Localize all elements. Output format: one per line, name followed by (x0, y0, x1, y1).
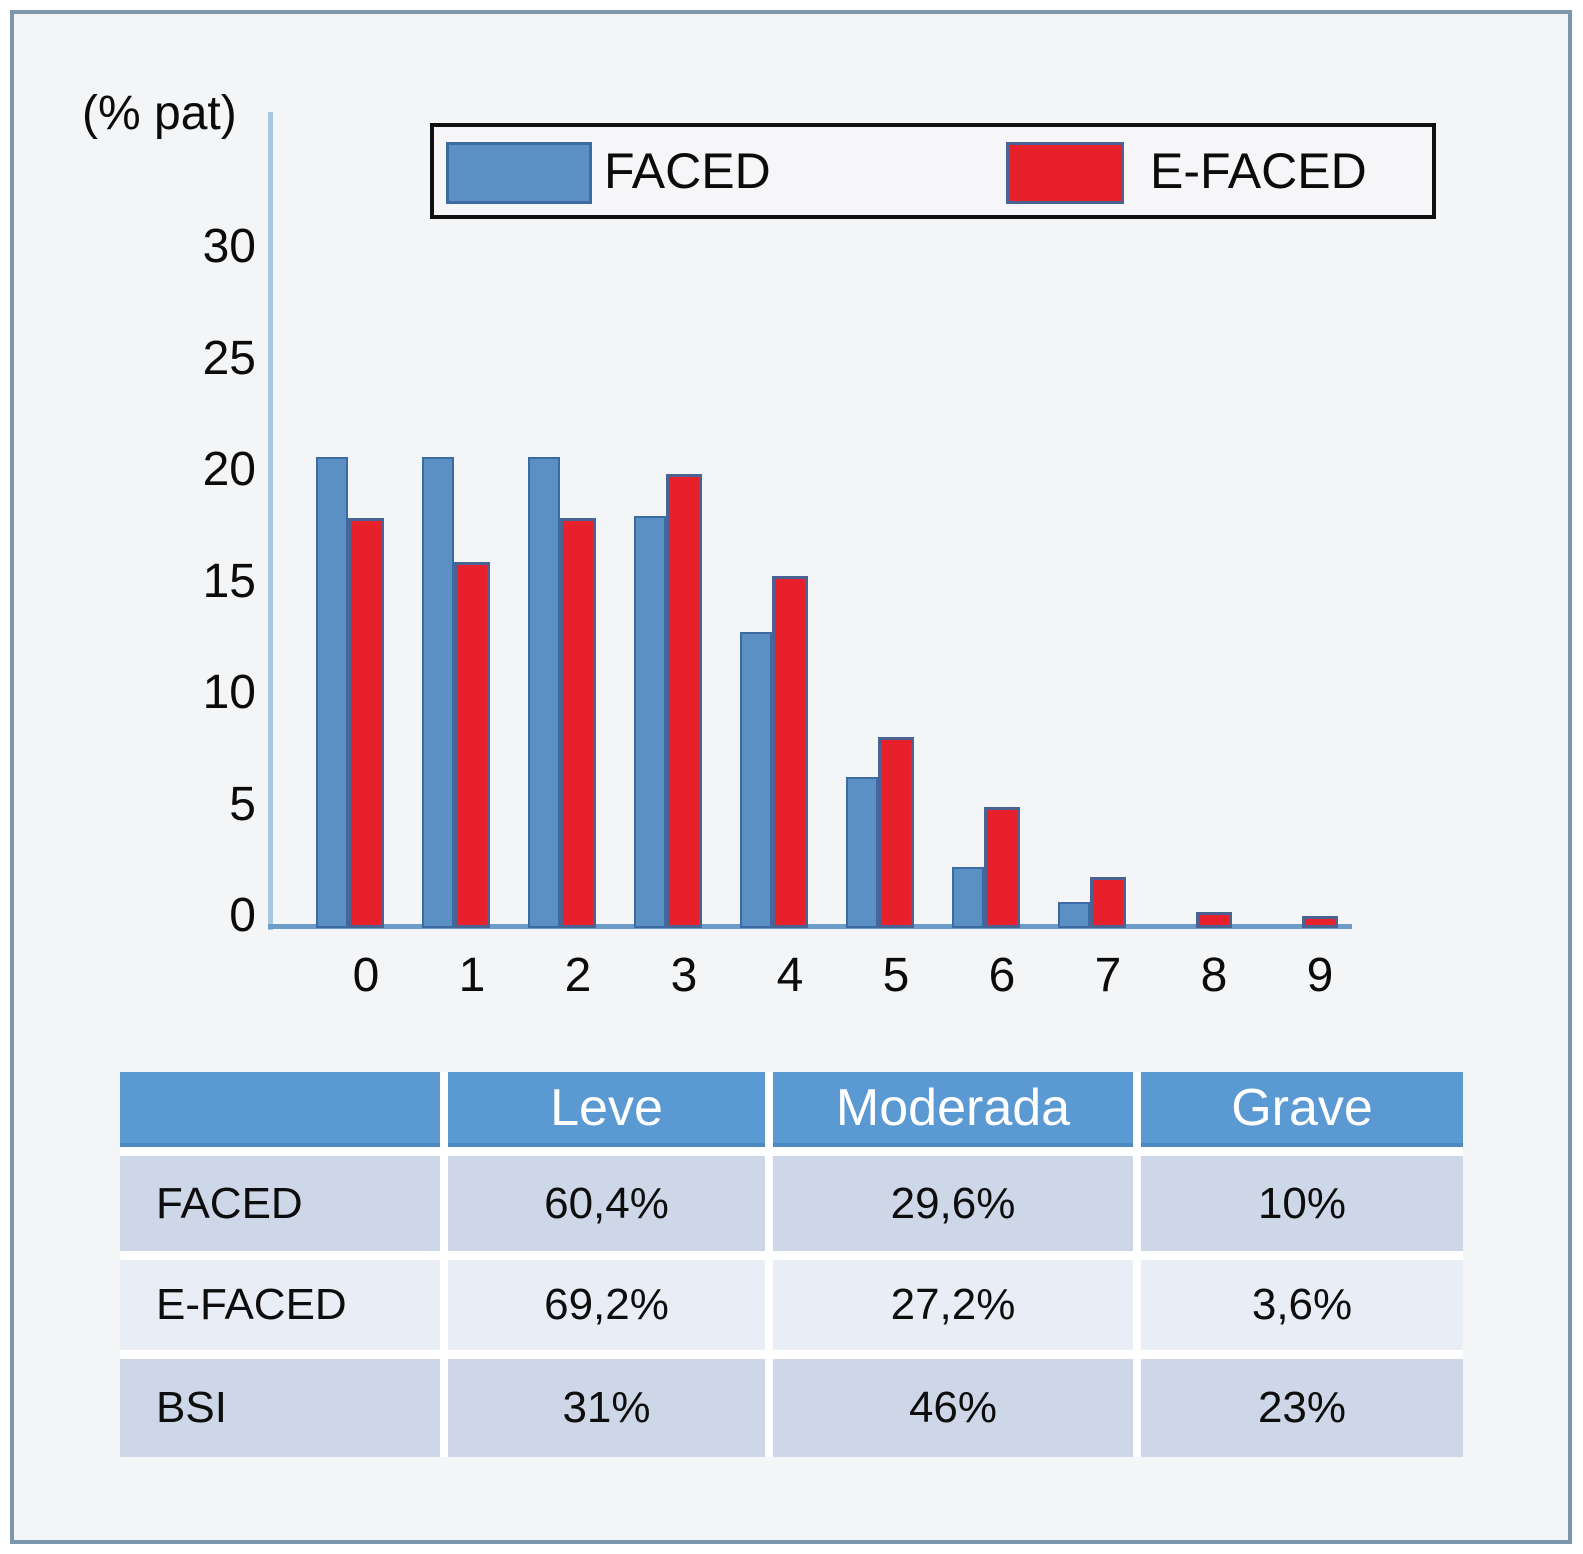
table-header-moderada: Moderada (773, 1072, 1133, 1147)
legend-swatch-faced (446, 142, 592, 204)
x-tick-label: 0 (352, 949, 380, 1002)
table-cell-e-faced-0: 69,2% (448, 1260, 765, 1350)
bar-efaced-8 (1196, 912, 1232, 928)
table-cell-e-faced-2: 3,6% (1141, 1260, 1463, 1350)
y-tick-label: 30 (202, 220, 256, 273)
x-tick-label: 4 (776, 949, 804, 1002)
table-header-empty (120, 1072, 440, 1147)
y-axis-unit-label: (% pat) (82, 87, 237, 140)
x-tick-label: 9 (1306, 949, 1334, 1002)
y-tick-label: 5 (229, 777, 256, 831)
bar-faced-6 (952, 867, 984, 928)
table-cell-faced-0: 60,4% (448, 1156, 765, 1251)
bar-faced-3 (634, 516, 666, 928)
legend-swatch-efaced (1006, 142, 1124, 204)
legend-label-efaced: E-FACED (1150, 143, 1367, 199)
x-tick-label: 2 (564, 949, 592, 1002)
table-cell-bsi-2: 23% (1141, 1359, 1463, 1457)
bar-efaced-9 (1302, 916, 1338, 928)
x-tick-label: 1 (458, 949, 486, 1002)
table-cell-faced-1: 29,6% (773, 1156, 1133, 1251)
legend: FACED E-FACED (430, 123, 1436, 219)
y-tick-label: 0 (229, 889, 256, 942)
y-tick-label: 20 (202, 443, 256, 496)
table-cell-bsi-0: 31% (448, 1359, 765, 1457)
table-header-leve: Leve (448, 1072, 765, 1147)
bar-faced-0 (316, 457, 348, 928)
severity-table: Leve Moderada Grave FACED 60,4% 29,6% 10% E-FAC… (120, 1072, 1463, 1457)
bar-efaced-1 (454, 562, 490, 928)
table-row-label-e-faced: E-FACED (120, 1260, 440, 1350)
table-cell-e-faced-1: 27,2% (773, 1260, 1133, 1350)
bar-efaced-2 (560, 518, 596, 928)
y-tick-label: 25 (202, 331, 256, 385)
bar-efaced-6 (984, 807, 1020, 928)
table-row-label-bsi: BSI (120, 1359, 440, 1457)
x-tick-label: 5 (882, 949, 910, 1002)
bar-faced-1 (422, 457, 454, 928)
y-tick-label: 15 (202, 554, 256, 608)
x-tick-label: 7 (1094, 949, 1122, 1002)
x-tick-label: 6 (988, 949, 1016, 1002)
bar-faced-4 (740, 632, 772, 928)
bar-efaced-0 (348, 518, 384, 928)
table-cell-bsi-1: 46% (773, 1359, 1133, 1457)
bar-efaced-4 (772, 576, 808, 928)
x-tick-label: 3 (670, 949, 698, 1002)
y-axis-line (268, 112, 273, 930)
bar-efaced-5 (878, 737, 914, 928)
bar-faced-7 (1058, 902, 1090, 928)
legend-label-faced: FACED (604, 143, 771, 199)
bar-efaced-3 (666, 474, 702, 928)
table-header-grave: Grave (1141, 1072, 1463, 1147)
table-row-label-faced: FACED (120, 1156, 440, 1251)
x-tick-label: 8 (1200, 949, 1228, 1002)
bar-faced-5 (846, 777, 878, 928)
table-cell-faced-2: 10% (1141, 1156, 1463, 1251)
bar-efaced-7 (1090, 877, 1126, 928)
bar-faced-2 (528, 457, 560, 928)
y-tick-label: 10 (202, 666, 256, 719)
x-axis-line (268, 924, 1352, 929)
